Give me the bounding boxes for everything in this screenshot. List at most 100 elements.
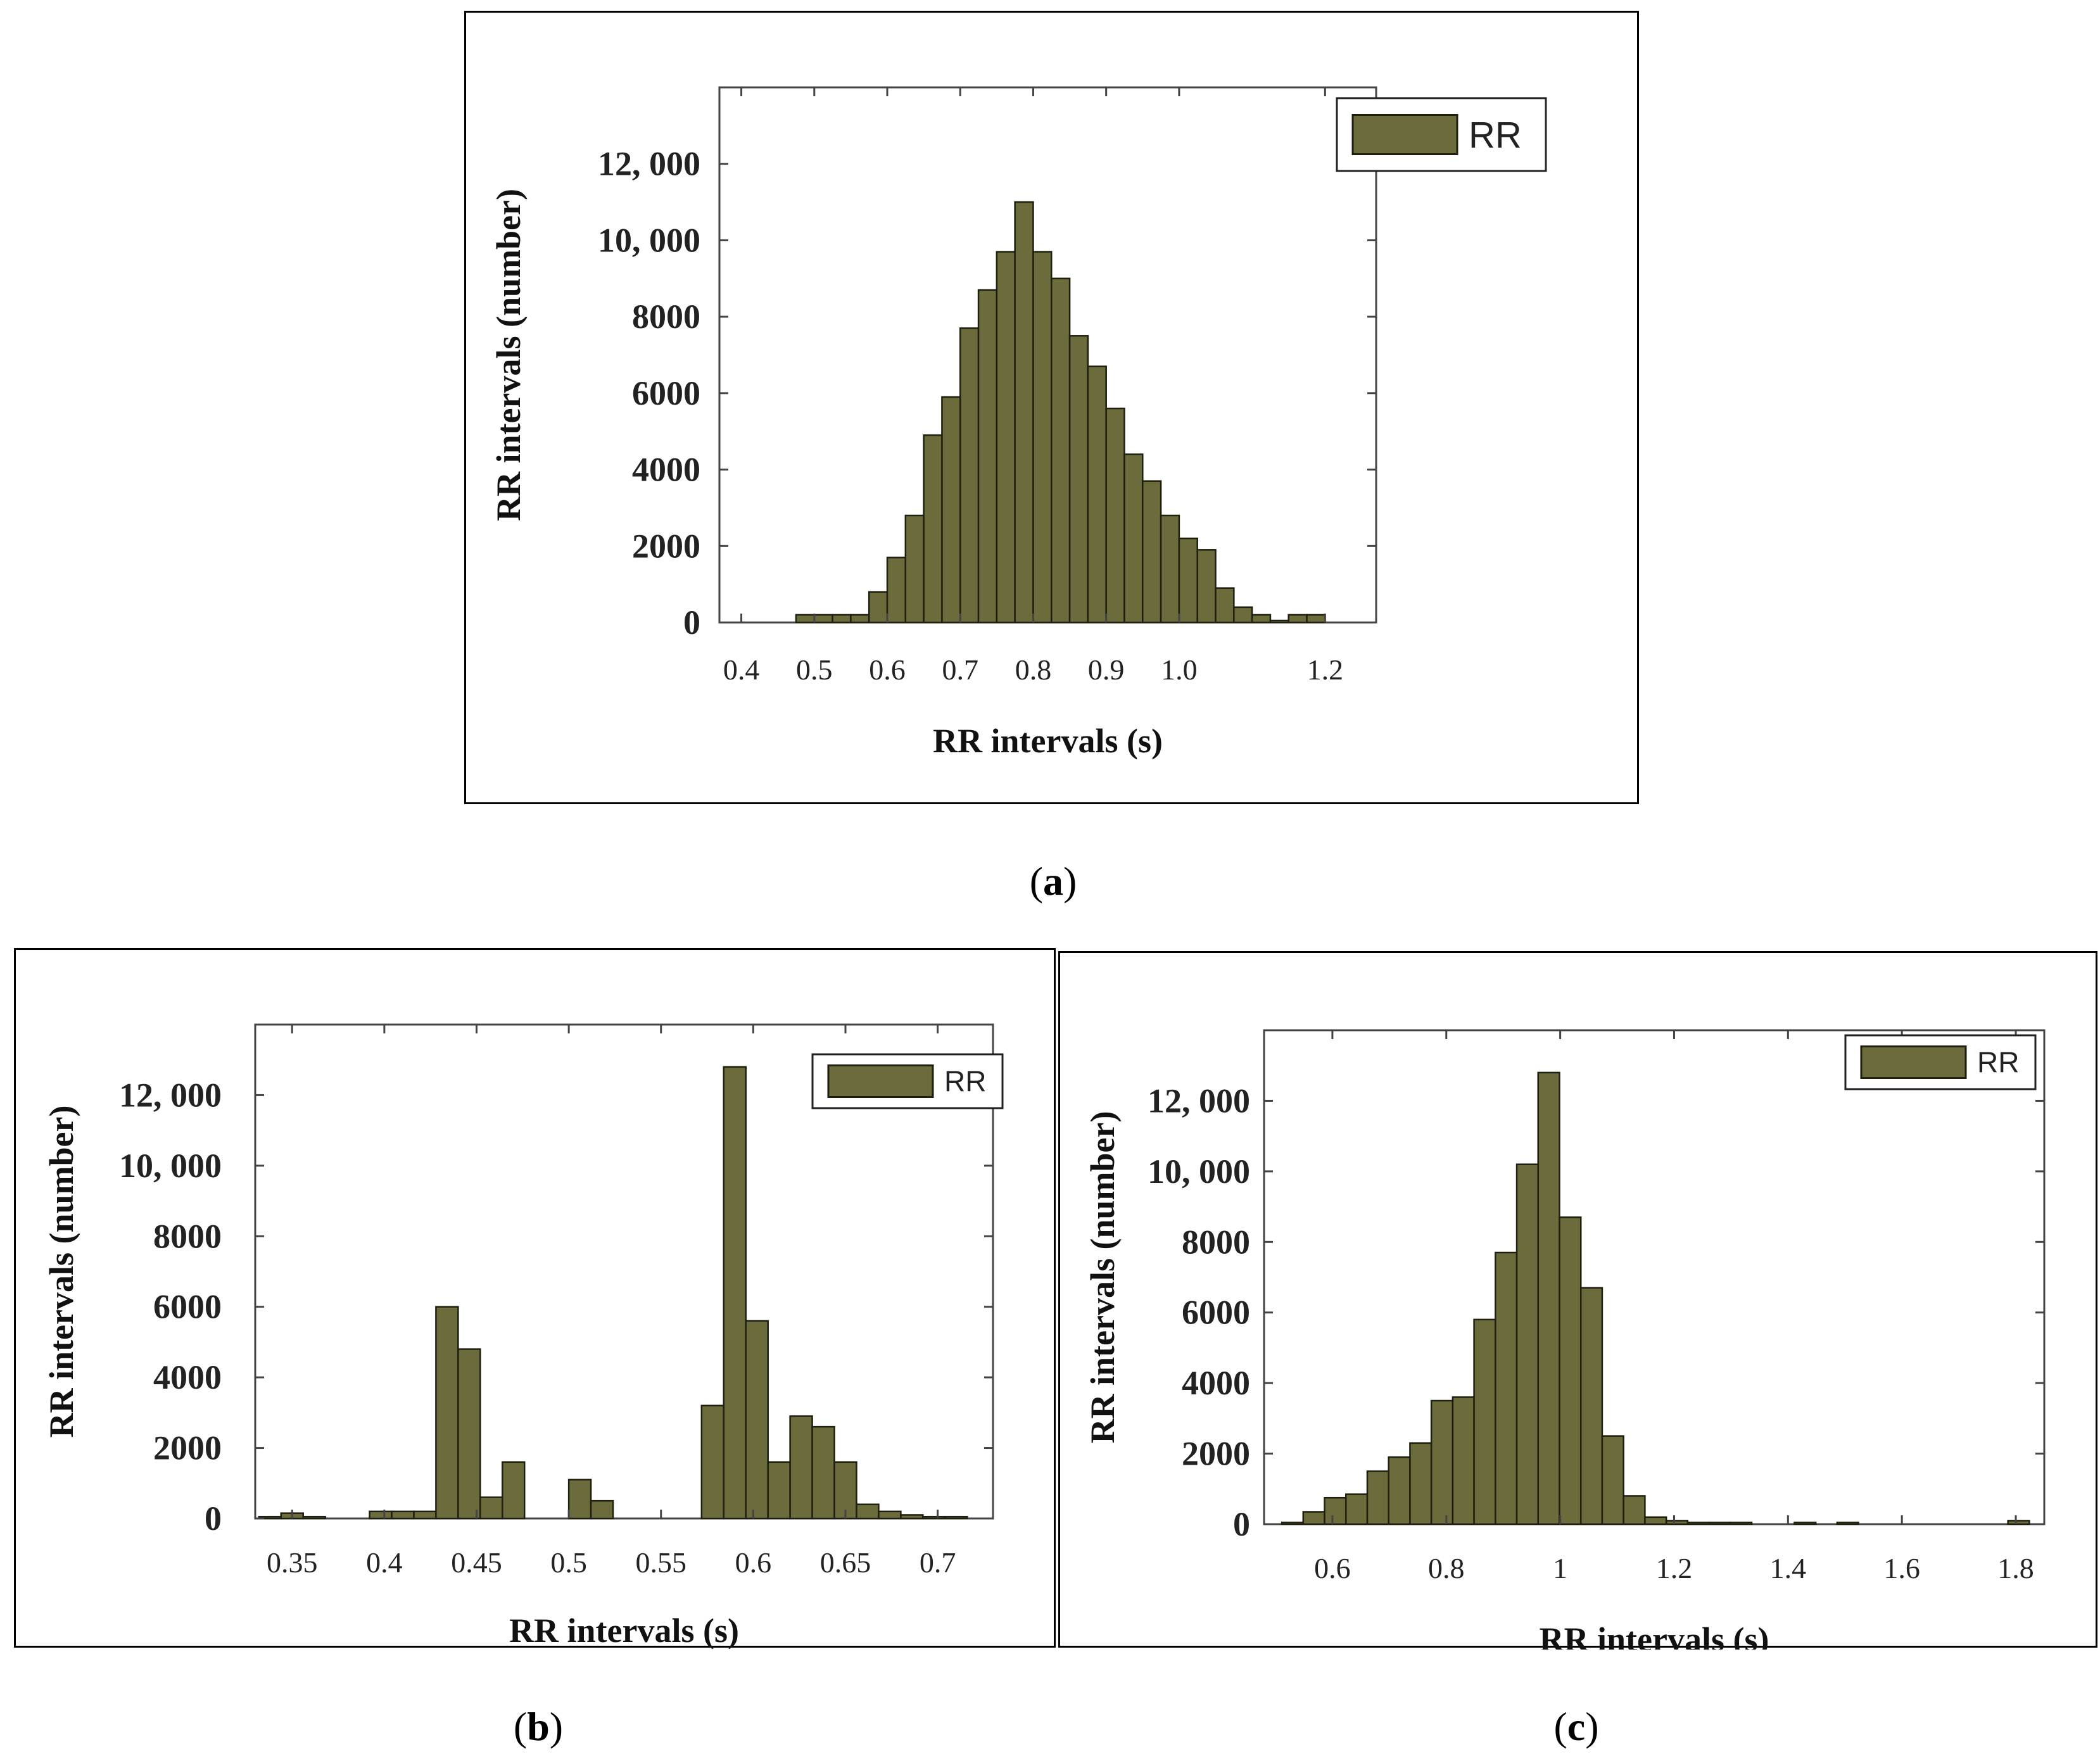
plot-area	[1263, 1029, 2046, 1525]
x-tick-label: 1.2	[1307, 653, 1344, 686]
x-tick-label: 0.8	[1428, 1552, 1465, 1584]
histogram-bar	[1622, 1495, 1646, 1525]
histogram-bar	[1087, 365, 1107, 624]
histogram-bar	[1032, 251, 1053, 624]
histogram-bar	[1215, 587, 1235, 624]
histogram-bar	[745, 1320, 769, 1520]
y-axis-title: RR intervals (number)	[42, 1106, 80, 1438]
x-tick-label: 0.6	[735, 1546, 772, 1579]
legend-swatch	[1351, 114, 1458, 155]
histogram-bar	[1473, 1318, 1496, 1525]
histogram-bar	[789, 1415, 813, 1520]
x-tick-label: 1.0	[1161, 653, 1198, 686]
y-tick-label: 2000	[1182, 1435, 1250, 1473]
histogram-bar	[1836, 1521, 1859, 1525]
histogram-bar	[1366, 1470, 1389, 1525]
histogram-bar	[1644, 1516, 1667, 1525]
x-tick-label: 1.8	[1997, 1552, 2034, 1584]
histogram-bar	[1559, 1216, 1582, 1525]
histogram-bar	[878, 1510, 902, 1520]
x-tick-label: 1.6	[1883, 1552, 1920, 1584]
y-tick-label: 10, 000	[119, 1147, 222, 1185]
histogram-bar	[1123, 453, 1144, 624]
histogram-bar	[1287, 614, 1308, 624]
histogram-bar	[391, 1510, 415, 1520]
histogram-bar	[811, 1425, 835, 1520]
y-tick-label: 10, 000	[1148, 1152, 1250, 1190]
histogram-bar	[856, 1503, 880, 1520]
histogram-bar	[941, 396, 961, 624]
histogram-bar	[1251, 614, 1272, 624]
y-tick-label: 0	[205, 1499, 222, 1537]
x-axis-title: RR intervals (s)	[1540, 1620, 1769, 1650]
legend-label: RR	[1469, 115, 1522, 156]
histogram-c: 0 2000 4000 6000 8000 10, 000 12, 000 0.6 0.8 1 1.…	[1084, 1029, 2046, 1650]
x-tick-label: 0.35	[267, 1546, 318, 1579]
histogram-bar	[1793, 1521, 1817, 1525]
histogram-bar	[1105, 407, 1125, 624]
histogram-bar	[1196, 549, 1217, 624]
y-tick-label: 2000	[153, 1429, 222, 1467]
legend-swatch	[827, 1064, 934, 1098]
histogram-bar	[435, 1306, 459, 1520]
histogram-bar	[922, 1515, 946, 1520]
y-tick-label: 8000	[1182, 1223, 1250, 1261]
histogram-bar	[1345, 1493, 1369, 1525]
legend: RR	[811, 1053, 1004, 1109]
y-tick-label: 4000	[1182, 1364, 1250, 1402]
histogram-bar	[1452, 1396, 1475, 1525]
y-tick-label: 0	[683, 603, 700, 641]
histogram-bar	[959, 327, 980, 624]
x-tick-label: 0.65	[820, 1546, 871, 1579]
histogram-bar	[1302, 1511, 1325, 1525]
histogram-bar	[2007, 1520, 2030, 1525]
y-tick-label: 6000	[153, 1288, 222, 1326]
legend-swatch	[1860, 1045, 1967, 1079]
histogram-bar	[1014, 201, 1034, 624]
y-tick-label: 12, 000	[1148, 1082, 1250, 1120]
histogram-bar	[1068, 335, 1089, 624]
histogram-bar	[502, 1461, 526, 1520]
y-tick-label: 12, 000	[119, 1076, 222, 1114]
chart-panel-a: 0 2000 4000 6000 8000 10, 000 12, 000 0.4 0.5 0.6…	[464, 11, 1639, 804]
histogram-bar	[1665, 1520, 1689, 1525]
histogram-bar	[832, 614, 852, 624]
caption-a: (a)	[1029, 859, 1077, 904]
y-tick-label: 0	[1233, 1505, 1250, 1543]
x-tick-label: 0.9	[1088, 653, 1125, 686]
y-tick-label: 6000	[1182, 1294, 1250, 1332]
legend-label: RR	[1977, 1046, 2019, 1079]
chart-panel-c: 0 2000 4000 6000 8000 10, 000 12, 000 0.6 0.8 1 1.…	[1058, 951, 2097, 1650]
y-tick-label: 12, 000	[598, 145, 700, 183]
x-tick-label: 0.55	[636, 1546, 687, 1579]
y-tick-label: 2000	[632, 527, 700, 565]
histogram-bar	[1686, 1521, 1710, 1525]
histogram-bar	[977, 289, 998, 624]
histogram-bar	[1537, 1071, 1560, 1525]
x-tick-label: 1.4	[1770, 1552, 1807, 1584]
histogram-bar	[723, 1066, 747, 1520]
y-tick-label: 4000	[632, 451, 700, 489]
x-tick-label: 0.8	[1015, 653, 1052, 686]
histogram-bar	[1515, 1163, 1540, 1525]
histogram-bar	[369, 1510, 393, 1520]
y-tick-label: 8000	[153, 1217, 222, 1255]
x-tick-label: 0.6	[869, 653, 906, 686]
histogram-bar	[1281, 1521, 1305, 1525]
y-axis-title: RR intervals (number)	[1084, 1111, 1122, 1444]
x-tick-label: 0.45	[451, 1546, 502, 1579]
histogram-bar	[1324, 1496, 1347, 1525]
x-tick-label: 1.2	[1656, 1552, 1693, 1584]
caption-c: (c)	[1553, 1704, 1599, 1749]
histogram-bar	[1409, 1442, 1433, 1525]
chart-panel-b: 0 2000 4000 6000 8000 10, 000 12, 000 0.35 0.4 0.…	[14, 948, 1056, 1650]
histogram-bar	[850, 614, 870, 624]
histogram-bar	[1306, 614, 1326, 624]
y-tick-label: 10, 000	[598, 221, 700, 259]
legend: RR	[1844, 1034, 2037, 1090]
histogram-bar	[1269, 619, 1289, 624]
histogram-bar	[1708, 1521, 1731, 1525]
x-tick-label: 0.6	[1314, 1552, 1351, 1584]
caption-b: (b)	[513, 1704, 564, 1749]
x-tick-label: 0.4	[723, 653, 760, 686]
